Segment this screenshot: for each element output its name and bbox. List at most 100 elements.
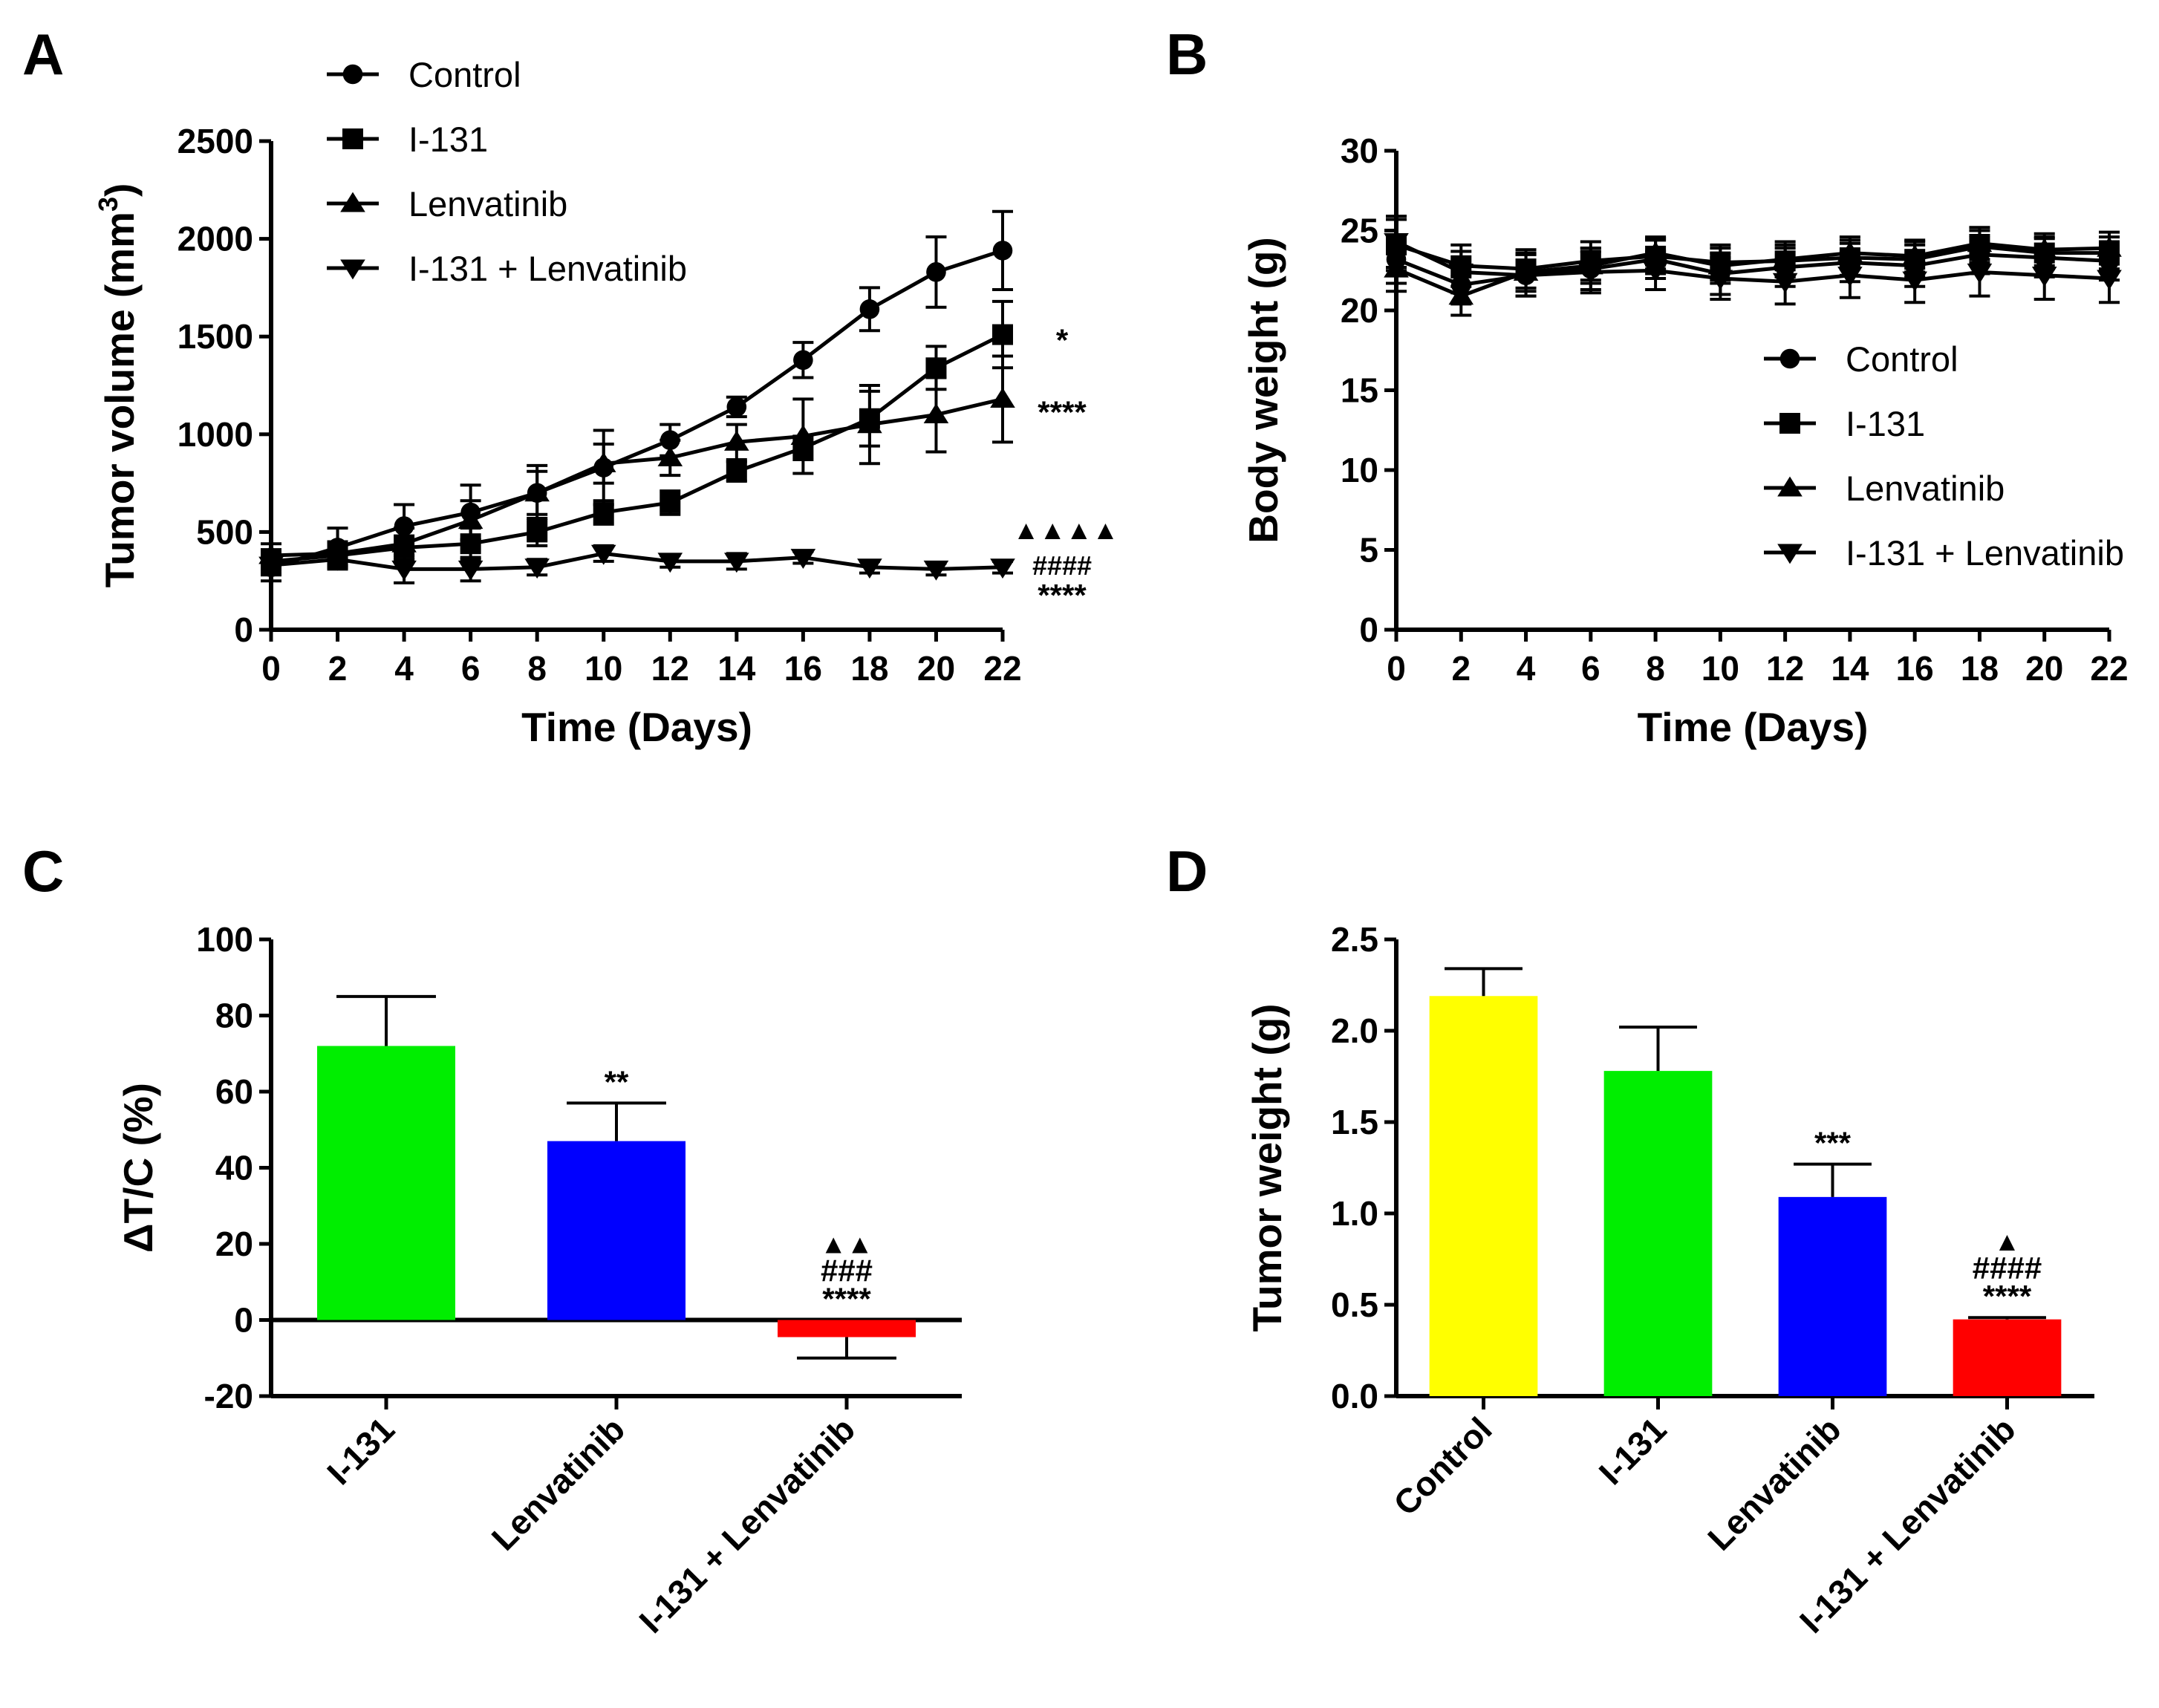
- data-point: [925, 357, 947, 379]
- data-point: [923, 403, 949, 424]
- legend-marker: [342, 128, 363, 149]
- data-point: [859, 299, 880, 319]
- y-tick-label: 1.5: [1331, 1103, 1378, 1141]
- x-tick-label: Control: [1386, 1409, 1499, 1522]
- legend-marker: [340, 192, 365, 212]
- y-tick-label: 2.0: [1331, 1011, 1378, 1050]
- data-point: [724, 430, 749, 451]
- bar-i-131-lenvatinib: [1953, 1319, 2062, 1396]
- x-tick-label: 6: [1581, 649, 1600, 688]
- data-point: [2031, 267, 2057, 287]
- y-tick-label: 10: [1341, 451, 1378, 489]
- data-point: [1384, 233, 1409, 253]
- data-point: [1902, 271, 1927, 292]
- data-point: [2097, 270, 2122, 290]
- data-point: [926, 262, 946, 282]
- x-tick-label: 10: [1702, 649, 1739, 688]
- x-tick-label: 16: [784, 649, 822, 688]
- x-tick-label: 0: [1387, 649, 1406, 688]
- data-point: [990, 558, 1015, 579]
- y-tick-label: 0: [234, 610, 253, 649]
- series-i-131-lenvatinib: [258, 544, 1015, 584]
- series-i-131: [1386, 218, 2120, 290]
- chart-b-body-weight: 0 5 10 15 20 25 30 0 2 4 6 8 10 12 14 16 18 20 22 Time (Day…: [1240, 131, 2129, 750]
- x-tick-label: 20: [917, 649, 955, 688]
- data-point: [657, 553, 683, 573]
- significance-mark: ****: [1983, 1279, 2032, 1314]
- x-tick-label: Lenvatinib: [484, 1409, 632, 1557]
- significance-mark: ****: [822, 1282, 871, 1317]
- y-axis-title: Body weight (g): [1240, 237, 1286, 543]
- data-point: [1448, 263, 1474, 284]
- data-point: [394, 516, 414, 536]
- data-point: [1578, 263, 1603, 284]
- x-tick-label: 8: [527, 649, 547, 688]
- data-point: [657, 446, 683, 466]
- panel-letter-b: B: [1166, 22, 1208, 87]
- data-point: [1837, 267, 1863, 287]
- x-tick-label: 8: [1646, 649, 1665, 688]
- data-point: [790, 425, 816, 445]
- x-tick-label: 4: [1517, 649, 1536, 688]
- series-line: [1395, 240, 2110, 284]
- bar-lenvatinib: [547, 1141, 686, 1320]
- data-point: [524, 481, 550, 502]
- bar-i-131-lenvatinib: [778, 1320, 916, 1337]
- legend-marker: [1779, 413, 1800, 434]
- chart-d-tumor-weight: 0.0 0.5 1.0 1.5 2.0 2.5 Control I-131 Lenvatinib…: [1244, 920, 2094, 1640]
- y-tick-label: 20: [1341, 291, 1378, 330]
- x-tick-label: 2: [1451, 649, 1471, 688]
- data-point: [857, 558, 882, 579]
- data-point: [1448, 284, 1474, 305]
- series-i-131: [261, 299, 1013, 575]
- y-tick-label: 2.5: [1331, 920, 1378, 959]
- data-point: [793, 350, 813, 371]
- y-axis-title: Tumor weight (g): [1244, 1004, 1290, 1332]
- significance-mark: *: [1056, 323, 1069, 358]
- legend-label: Lenvatinib: [408, 184, 567, 224]
- bar-control: [1429, 996, 1538, 1396]
- significance-mark: ####: [1032, 550, 1092, 581]
- legend-marker: [342, 64, 363, 85]
- data-point: [1902, 244, 1927, 265]
- data-point: [857, 413, 882, 434]
- y-axis-title-sup: 3: [93, 197, 123, 212]
- y-tick-label: 20: [215, 1225, 253, 1263]
- x-axis-title: Time (Days): [1638, 704, 1869, 750]
- y-axis-title: ΔT/C (%): [115, 1083, 161, 1253]
- x-tick-label: 14: [717, 649, 756, 688]
- y-tick-label: 25: [1341, 212, 1378, 250]
- data-point: [593, 502, 614, 524]
- legend-marker: [340, 259, 365, 280]
- x-tick-label: 10: [584, 649, 622, 688]
- y-tick-label: 5: [1359, 531, 1378, 570]
- data-point: [1707, 270, 1733, 290]
- significance-mark: ####: [1973, 1251, 2042, 1285]
- legend-marker: [1779, 348, 1800, 369]
- data-point: [1643, 261, 1668, 282]
- series-line: [270, 397, 1003, 558]
- x-tick-label: 4: [394, 649, 414, 688]
- data-point: [790, 549, 816, 570]
- y-tick-label: 80: [215, 997, 253, 1035]
- y-tick-label: 0.0: [1331, 1377, 1378, 1415]
- y-tick-label: 0: [1359, 610, 1378, 649]
- x-tick-label: 14: [1831, 649, 1869, 688]
- x-tick-label: I-131: [1592, 1409, 1674, 1492]
- significance-mark: ****: [1038, 578, 1087, 613]
- x-tick-label: 6: [461, 649, 481, 688]
- bar-i-131: [1603, 1071, 1713, 1396]
- legend-label: I-131 + Lenvatinib: [408, 249, 687, 288]
- series-line: [270, 333, 1004, 564]
- y-tick-label: 1000: [178, 415, 253, 454]
- bar-lenvatinib: [1778, 1196, 1887, 1396]
- y-tick-label: 0: [234, 1301, 253, 1340]
- legend-marker: [1777, 476, 1803, 497]
- panel-letter-c: C: [22, 838, 64, 904]
- data-point: [457, 509, 483, 529]
- significance-mark: ▲▲▲▲: [1013, 515, 1119, 545]
- legend-label: I-131: [1846, 404, 1925, 443]
- x-tick-label: 20: [2025, 649, 2063, 688]
- legend-label: Control: [1846, 339, 1958, 379]
